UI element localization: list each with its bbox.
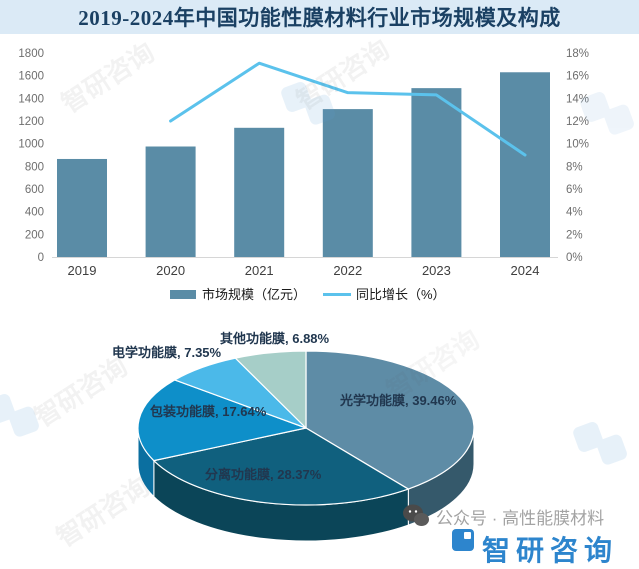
x-axis-label: 2020 — [156, 263, 185, 278]
bar-2021 — [234, 127, 285, 257]
right-axis-tick: 12% — [566, 116, 589, 128]
pie-slice-2 — [137, 379, 307, 462]
brand-watermark: 智研咨询 — [452, 529, 618, 569]
right-axis-tick: 4% — [566, 207, 583, 219]
pie-slice-4 — [234, 350, 307, 429]
pie-slice-0 — [305, 350, 475, 490]
left-axis-tick: 1000 — [18, 139, 44, 151]
right-axis-tick: 14% — [566, 93, 589, 105]
left-axis-tick: 1400 — [18, 93, 44, 105]
growth-line — [169, 61, 527, 157]
x-axis-label: 2022 — [333, 263, 362, 278]
composition-pie-chart — [137, 350, 475, 542]
left-axis-tick: 1600 — [18, 71, 44, 83]
left-axis-tick: 200 — [25, 229, 44, 241]
left-axis-tick: 0 — [38, 252, 44, 264]
wechat-credit: 公众号 · 高性能膜材料 — [402, 503, 604, 529]
left-axis-tick: 600 — [25, 184, 44, 196]
legend-label-line: 同比增长（%） — [356, 287, 446, 302]
bar-2023 — [411, 88, 462, 257]
right-axis-tick: 0% — [566, 252, 583, 264]
legend-swatch-bar — [170, 290, 196, 299]
right-axis-tick: 18% — [566, 48, 589, 60]
market-size-combo-chart: 0 200 400 600 800 1000 1200 1400 1600 1800 0% 2% 4% 6… — [18, 48, 589, 302]
wechat-credit-label: 公众号 · 高性能膜材料 — [436, 508, 605, 528]
right-axis-tick: 16% — [566, 71, 589, 83]
legend-label-bar: 市场规模（亿元） — [202, 287, 306, 302]
x-axis-label: 2024 — [511, 263, 540, 278]
x-axis-label: 2021 — [245, 263, 274, 278]
left-axis-tick: 400 — [25, 207, 44, 219]
brand-watermark-text: 智研咨询 — [482, 535, 619, 566]
x-axis-label: 2019 — [68, 263, 97, 278]
bar-2024 — [500, 72, 550, 257]
page-title: 2019-2024年中国功能性膜材料行业市场规模及构成 — [78, 6, 561, 30]
left-axis-tick: 1800 — [18, 48, 44, 60]
right-axis-tick: 2% — [566, 229, 583, 241]
bar-2020 — [145, 146, 196, 257]
wechat-icon — [403, 504, 429, 526]
left-axis-tick: 800 — [25, 161, 44, 173]
right-axis-tick: 8% — [566, 161, 583, 173]
x-axis-label: 2023 — [422, 263, 451, 278]
bar-2019 — [57, 158, 107, 257]
title-banner: 2019-2024年中国功能性膜材料行业市场规模及构成 — [0, 0, 639, 34]
right-axis-tick: 6% — [566, 184, 583, 196]
bar-2022 — [322, 109, 373, 257]
brand-logo-icon — [452, 529, 474, 551]
left-axis-tick: 1200 — [18, 116, 44, 128]
right-axis-tick: 10% — [566, 139, 589, 151]
